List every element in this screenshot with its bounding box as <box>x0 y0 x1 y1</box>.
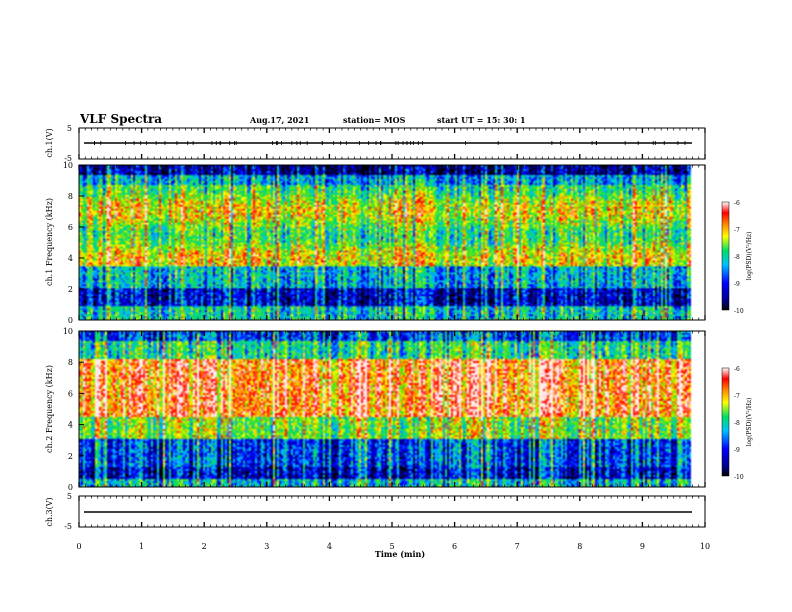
ch2-spectrogram-panel: 0 2 4 6 8 10 ch.2 Frequency (kHz) -6 -7 -8 -9 -10… <box>45 327 753 492</box>
ch3-ytick-top: 5 <box>67 492 72 501</box>
ytick-label: 0 <box>68 316 73 325</box>
colorbar-tick-label: -10 <box>734 474 744 481</box>
figure-title: VLF Spectra <box>79 112 162 126</box>
xtick-label: 3 <box>264 542 269 551</box>
colorbar-tick-label: -7 <box>734 393 740 400</box>
ytick-label: 2 <box>68 452 73 461</box>
colorbar-tick-label: -7 <box>734 227 740 234</box>
colorbar-tick-label: -6 <box>734 200 740 207</box>
ytick-label: 0 <box>68 483 73 492</box>
ch2-spectrogram-ylabel: ch.2 Frequency (kHz) <box>45 365 54 453</box>
ch1-colorbar: -6 -7 -8 -9 -10 log(PSD)(V²/Hz) <box>721 200 753 315</box>
ytick-label: 6 <box>68 389 73 398</box>
xtick-label: 9 <box>640 542 645 551</box>
ch1-spectrogram-ylabel: ch.1 Frequency (kHz) <box>45 198 54 286</box>
xtick-label: 5 <box>389 542 394 551</box>
ch1-ylabel: ch.1(V) <box>45 128 54 157</box>
colorbar-tick-label: -8 <box>734 254 740 261</box>
colorbar-tick-label: -10 <box>734 308 744 315</box>
time-axis: 0 1 2 3 4 5 6 7 8 9 10 <box>76 128 710 551</box>
ch3-ylabel: ch.3(V) <box>45 497 54 526</box>
colorbar-tick-label: -6 <box>734 366 740 373</box>
xtick-label: 0 <box>76 542 81 551</box>
station-label: station= MOS <box>343 115 406 125</box>
xtick-label: 6 <box>452 542 457 551</box>
ch3-waveform-panel: 5 -5 ch.3(V) <box>45 492 706 531</box>
colorbar-tick-label: -9 <box>734 281 740 288</box>
colorbar-tick-label: -8 <box>734 420 740 427</box>
ytick-label: 10 <box>63 161 73 170</box>
ytick-label: 4 <box>68 254 73 263</box>
xtick-label: 7 <box>515 542 520 551</box>
xtick-label: 1 <box>139 542 144 551</box>
ytick-label: 8 <box>68 358 73 367</box>
ytick-label: 4 <box>68 421 73 430</box>
colorbar-tick-label: -9 <box>734 447 740 454</box>
ch1-waveform-panel: 5 -5 ch.1(V) <box>45 124 706 163</box>
ytick-label: 10 <box>63 327 73 336</box>
xtick-label: 8 <box>577 542 582 551</box>
ch1-ytick-bottom: -5 <box>64 154 72 163</box>
ytick-label: 6 <box>68 223 73 232</box>
x-axis-label: Time (min) <box>375 549 425 559</box>
ch3-ytick-bottom: -5 <box>64 522 72 531</box>
ch2-colorbar-label: log(PSD)(V²/Hz) <box>746 398 753 447</box>
ch1-ytick-top: 5 <box>67 124 72 133</box>
ch1-spectrogram-panel: 0 2 4 6 8 10 ch.1 Frequency (kHz) -6 -7 -8 -9 -10… <box>45 161 753 325</box>
ytick-label: 8 <box>68 192 73 201</box>
xtick-label: 10 <box>700 542 710 551</box>
start-ut-label: start UT = 15: 30: 1 <box>437 115 526 125</box>
ch1-colorbar-label: log(PSD)(V²/Hz) <box>746 232 753 281</box>
xtick-label: 4 <box>327 542 332 551</box>
date-label: Aug.17, 2021 <box>249 115 309 125</box>
xtick-label: 2 <box>202 542 207 551</box>
ch2-colorbar: -6 -7 -8 -9 -10 log(PSD)(V²/Hz) <box>721 366 753 481</box>
ytick-label: 2 <box>68 285 73 294</box>
